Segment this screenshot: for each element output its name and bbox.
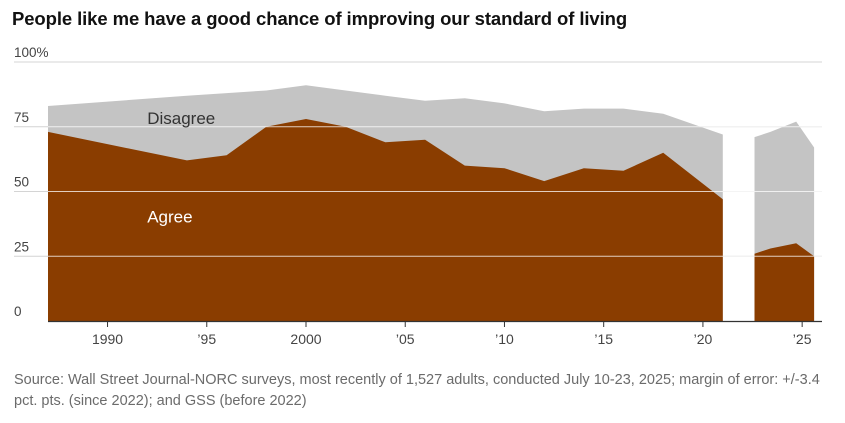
- y-tick-label-0: 0: [14, 304, 22, 319]
- agree-area-segment-2: [754, 243, 815, 321]
- y-tick-label-100: 100%: [14, 45, 49, 60]
- area-label-disagree: Disagree: [147, 109, 215, 128]
- y-tick-label-50: 50: [14, 175, 29, 190]
- y-tick-labels: 0 25 50 75 100%: [14, 45, 49, 319]
- areas: [48, 85, 822, 321]
- x-tick-label-1990: 1990: [92, 331, 123, 347]
- chart-title: People like me have a good chance of imp…: [12, 8, 628, 29]
- x-tick-label-2025: ’25: [793, 331, 812, 347]
- y-tick-label-75: 75: [14, 110, 29, 125]
- agree-area-segment-1: [48, 119, 723, 321]
- x-axis: [48, 320, 822, 327]
- y-tick-label-25: 25: [14, 239, 29, 254]
- x-tick-label-2015: ’15: [594, 331, 613, 347]
- x-tick-label-2005: ’05: [396, 331, 415, 347]
- x-tick-label-2000: 2000: [290, 331, 321, 347]
- x-tick-label-2020: ’20: [694, 331, 713, 347]
- area-label-agree: Agree: [147, 208, 192, 227]
- stacked-area-chart: 0 25 50 75 100% 1990 ’95 2000 ’05 ’10 ’15 ’20 ’25 D…: [14, 45, 822, 347]
- x-tick-label-2010: ’10: [495, 331, 514, 347]
- source-note: Source: Wall Street Journal-NORC surveys…: [14, 372, 820, 409]
- x-tick-labels: 1990 ’95 2000 ’05 ’10 ’15 ’20 ’25: [92, 331, 812, 347]
- x-tick-label-1995: ’95: [197, 331, 216, 347]
- area-labels: Disagree Agree: [147, 109, 215, 226]
